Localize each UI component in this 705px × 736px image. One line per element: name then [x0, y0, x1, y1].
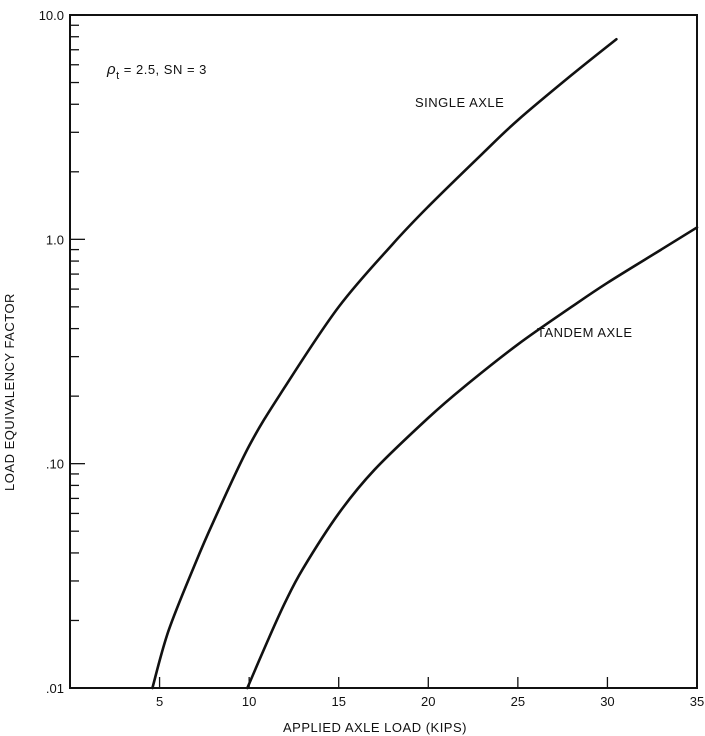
plot-frame	[69, 14, 698, 689]
x-tick-label: 5	[156, 694, 163, 709]
x-tick-label: 25	[511, 694, 525, 709]
x-tick-label: 10	[242, 694, 256, 709]
annotation-subscript: t	[116, 70, 120, 82]
series-label-tandem-axle: TANDEM AXLE	[537, 325, 633, 340]
annotation-text: ρt = 2.5, SN = 3	[106, 61, 207, 82]
annotation-rest: = 2.5, SN = 3	[120, 62, 207, 77]
y-tick-label: 10.0	[39, 8, 64, 23]
y-tick-label: .01	[46, 681, 64, 696]
annotation-rho-symbol: ρ	[106, 61, 116, 78]
x-axis-title: APPLIED AXLE LOAD (KIPS)	[283, 720, 467, 735]
x-tick-label: 15	[331, 694, 345, 709]
x-tick-label: 35	[690, 694, 704, 709]
y-tick-label: 1.0	[46, 232, 64, 247]
series-label-single-axle: SINGLE AXLE	[415, 95, 504, 110]
y-axis-title: LOAD EQUIVALENCY FACTOR	[2, 293, 17, 491]
tandem-axle-curve	[246, 226, 699, 690]
y-tick-label: .10	[46, 457, 64, 472]
single-axle-curve	[151, 37, 618, 690]
x-tick-label: 20	[421, 694, 435, 709]
x-tick-label: 30	[600, 694, 614, 709]
